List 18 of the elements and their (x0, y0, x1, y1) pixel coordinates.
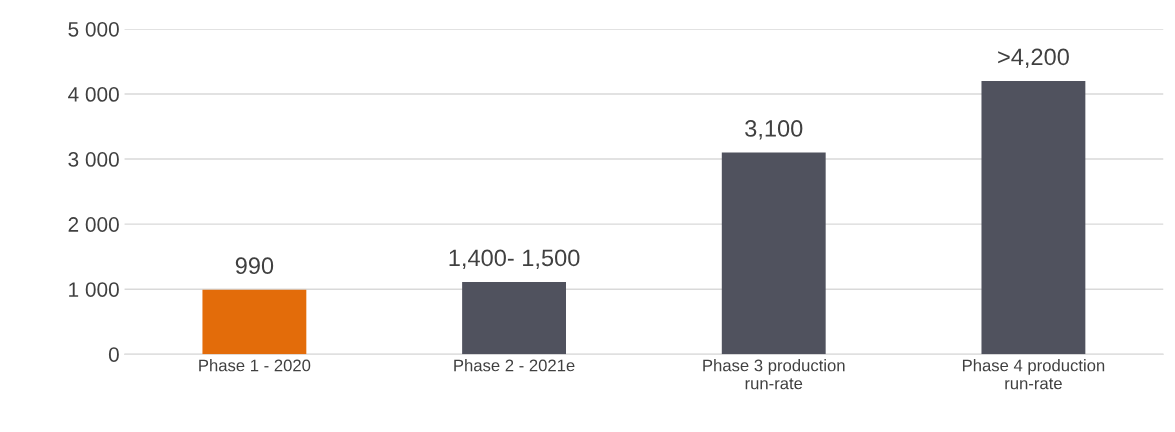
data-label: 990 (235, 257, 274, 275)
bar (721, 152, 826, 355)
y-tick-label: 5 000 (68, 21, 119, 37)
y-tick-label: 1 000 (69, 282, 119, 297)
data-label: 1,400- 1,500 (449, 249, 580, 270)
x-tick-label: Phase 3 production run-rate (703, 359, 845, 390)
y-tick-label: 2 000 (68, 217, 119, 232)
y-tick-label: 3 000 (68, 152, 119, 167)
y-tick-label: 0 (108, 347, 119, 362)
y-tick-label: 4 000 (68, 87, 119, 102)
x-tick-label: Phase 1 - 2020 (199, 359, 311, 372)
x-tick-label: Phase 4 production run-rate (962, 359, 1105, 390)
data-label: 3,100 (745, 120, 803, 140)
x-tick-label: Phase 2 - 2021e (454, 359, 575, 372)
data-label: >4,200 (998, 48, 1069, 68)
bar (202, 289, 307, 355)
bar (462, 282, 566, 355)
bar (981, 80, 1086, 355)
